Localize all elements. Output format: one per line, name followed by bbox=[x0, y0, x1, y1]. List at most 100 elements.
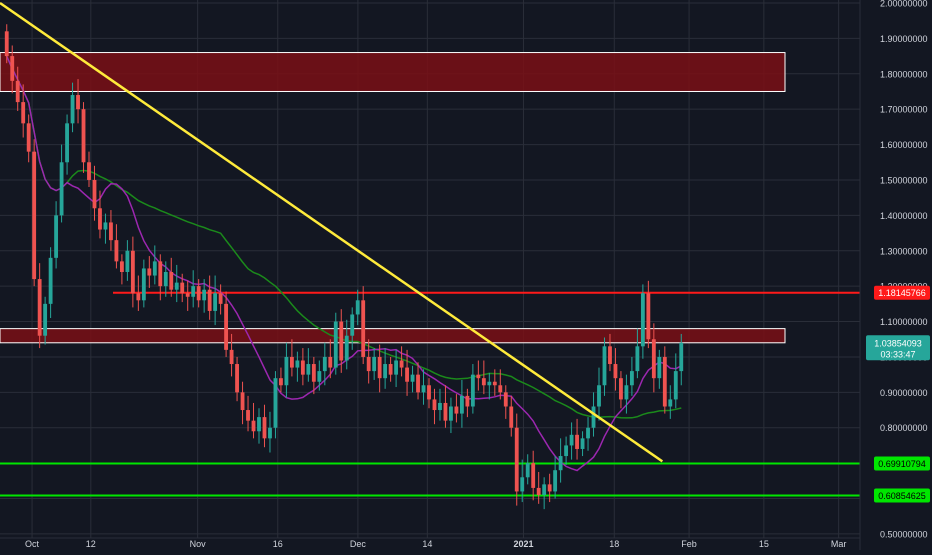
countdown-text: 03:33:47 bbox=[880, 349, 915, 359]
trendline-layer[interactable] bbox=[0, 1, 664, 463]
candle-body bbox=[289, 356, 294, 368]
candlesticks bbox=[4, 24, 684, 510]
candle-body bbox=[602, 346, 607, 386]
candle-body bbox=[224, 303, 229, 350]
candle-body bbox=[273, 378, 278, 428]
candle-body bbox=[196, 286, 201, 301]
candle-body bbox=[432, 399, 437, 411]
candle-body bbox=[470, 374, 475, 407]
candle-body bbox=[492, 381, 497, 386]
candle-body bbox=[169, 272, 174, 290]
candle-body bbox=[651, 339, 656, 379]
candle-body bbox=[394, 360, 399, 375]
candle-body bbox=[421, 385, 426, 393]
candle-body bbox=[350, 314, 355, 336]
y-tick-label: 2.00000000 bbox=[880, 0, 928, 9]
candle-body bbox=[640, 293, 645, 347]
candle-body bbox=[284, 356, 289, 386]
candle-body bbox=[48, 257, 53, 304]
y-tick-label: 1.30000000 bbox=[880, 246, 928, 256]
candle-body bbox=[339, 321, 344, 361]
candle-body bbox=[109, 222, 113, 241]
candle-body bbox=[575, 434, 579, 449]
candle-body bbox=[218, 293, 223, 304]
candle-body bbox=[646, 293, 651, 340]
trendline[interactable] bbox=[0, 1, 664, 463]
candle-body bbox=[635, 346, 640, 372]
candle-body bbox=[355, 300, 360, 315]
candle-body bbox=[119, 261, 124, 272]
x-tick-label: 14 bbox=[422, 539, 432, 549]
candle-body bbox=[619, 378, 623, 400]
candle-body bbox=[37, 279, 42, 336]
candle-body bbox=[317, 371, 322, 382]
supply-demand-zones bbox=[0, 52, 786, 344]
moving-averages bbox=[6, 55, 682, 472]
candle-body bbox=[306, 364, 311, 375]
price-zone bbox=[0, 328, 786, 344]
candle-body bbox=[438, 402, 442, 411]
level-price-tag bbox=[874, 456, 930, 471]
candle-body bbox=[163, 272, 168, 287]
candle-body bbox=[328, 356, 333, 368]
candle-body bbox=[10, 56, 15, 81]
candle-body bbox=[43, 303, 48, 336]
candle-body bbox=[147, 268, 152, 276]
candle-body bbox=[487, 381, 492, 386]
candle-body bbox=[476, 374, 481, 379]
candle-body bbox=[54, 215, 59, 258]
candle-body bbox=[81, 109, 86, 163]
candle-body bbox=[465, 395, 470, 407]
level-price-text: 0.69910794 bbox=[878, 459, 926, 469]
candle-body bbox=[185, 293, 190, 297]
candle-body bbox=[525, 463, 530, 478]
level-price-text: 1.18145766 bbox=[878, 288, 926, 298]
candle-body bbox=[662, 356, 667, 407]
y-tick-label: 1.80000000 bbox=[880, 69, 928, 79]
x-tick-label: Mar bbox=[831, 539, 847, 549]
candle-body bbox=[180, 282, 185, 294]
candle-body bbox=[558, 456, 563, 471]
candle-body bbox=[427, 385, 431, 400]
price-zone bbox=[0, 52, 786, 92]
candle-body bbox=[503, 392, 508, 407]
candle-body bbox=[65, 123, 69, 163]
x-tick-label: 12 bbox=[86, 539, 96, 549]
candle-body bbox=[449, 406, 453, 421]
time-axis[interactable]: Oct 12 Nov 16 Dec 14 2021 18 Feb 15 Mar bbox=[0, 537, 860, 549]
candle-body bbox=[383, 364, 388, 379]
candle-body bbox=[591, 406, 596, 428]
candle-body bbox=[388, 364, 393, 375]
candle-body bbox=[498, 385, 503, 393]
candle-body bbox=[536, 487, 541, 495]
y-tick-label: 1.60000000 bbox=[880, 140, 928, 150]
candle-body bbox=[547, 484, 552, 492]
y-tick-label: 0.50000000 bbox=[880, 529, 928, 539]
candle-body bbox=[76, 95, 80, 110]
candle-body bbox=[87, 162, 91, 180]
candle-body bbox=[344, 335, 349, 361]
y-tick-label: 0.90000000 bbox=[880, 388, 928, 398]
candle-body bbox=[70, 95, 75, 124]
candle-body bbox=[459, 395, 464, 414]
candle-body bbox=[624, 385, 629, 400]
y-tick-label: 1.10000000 bbox=[880, 317, 928, 327]
candle-body bbox=[405, 367, 409, 382]
candle-body bbox=[569, 434, 574, 446]
candle-body bbox=[268, 427, 272, 439]
horizontal-levels bbox=[0, 291, 860, 497]
x-tick-label: 15 bbox=[759, 539, 769, 549]
candle-body bbox=[553, 470, 558, 492]
x-tick-label: Feb bbox=[681, 539, 697, 549]
y-tick-label: 0.80000000 bbox=[880, 423, 928, 433]
x-tick-label: Oct bbox=[25, 539, 40, 549]
candle-body bbox=[679, 342, 684, 372]
candle-body bbox=[235, 364, 239, 393]
candle-body bbox=[481, 378, 486, 386]
y-tick-label: 1.90000000 bbox=[880, 34, 928, 44]
candle-body bbox=[32, 151, 37, 280]
moving-average-fast bbox=[6, 55, 682, 472]
x-tick-label: 16 bbox=[273, 539, 283, 549]
price-axis[interactable]: 2.00000000 1.90000000 1.80000000 1.70000000… bbox=[859, 0, 928, 550]
